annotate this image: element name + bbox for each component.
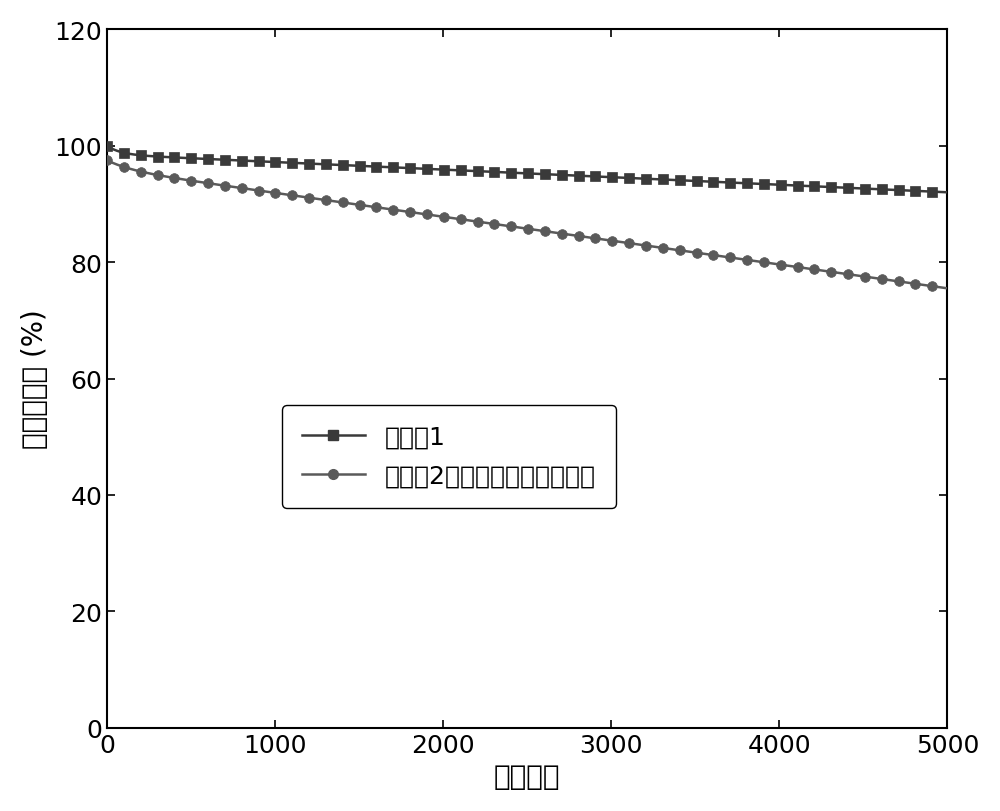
Legend: 实施例1, 对比例2（未添加碳酸丙烯酰）: 实施例1, 对比例2（未添加碳酸丙烯酰） xyxy=(282,406,616,508)
Y-axis label: 容量保持率 (%): 容量保持率 (%) xyxy=(21,309,49,448)
X-axis label: 循环圈数: 循环圈数 xyxy=(494,762,560,790)
